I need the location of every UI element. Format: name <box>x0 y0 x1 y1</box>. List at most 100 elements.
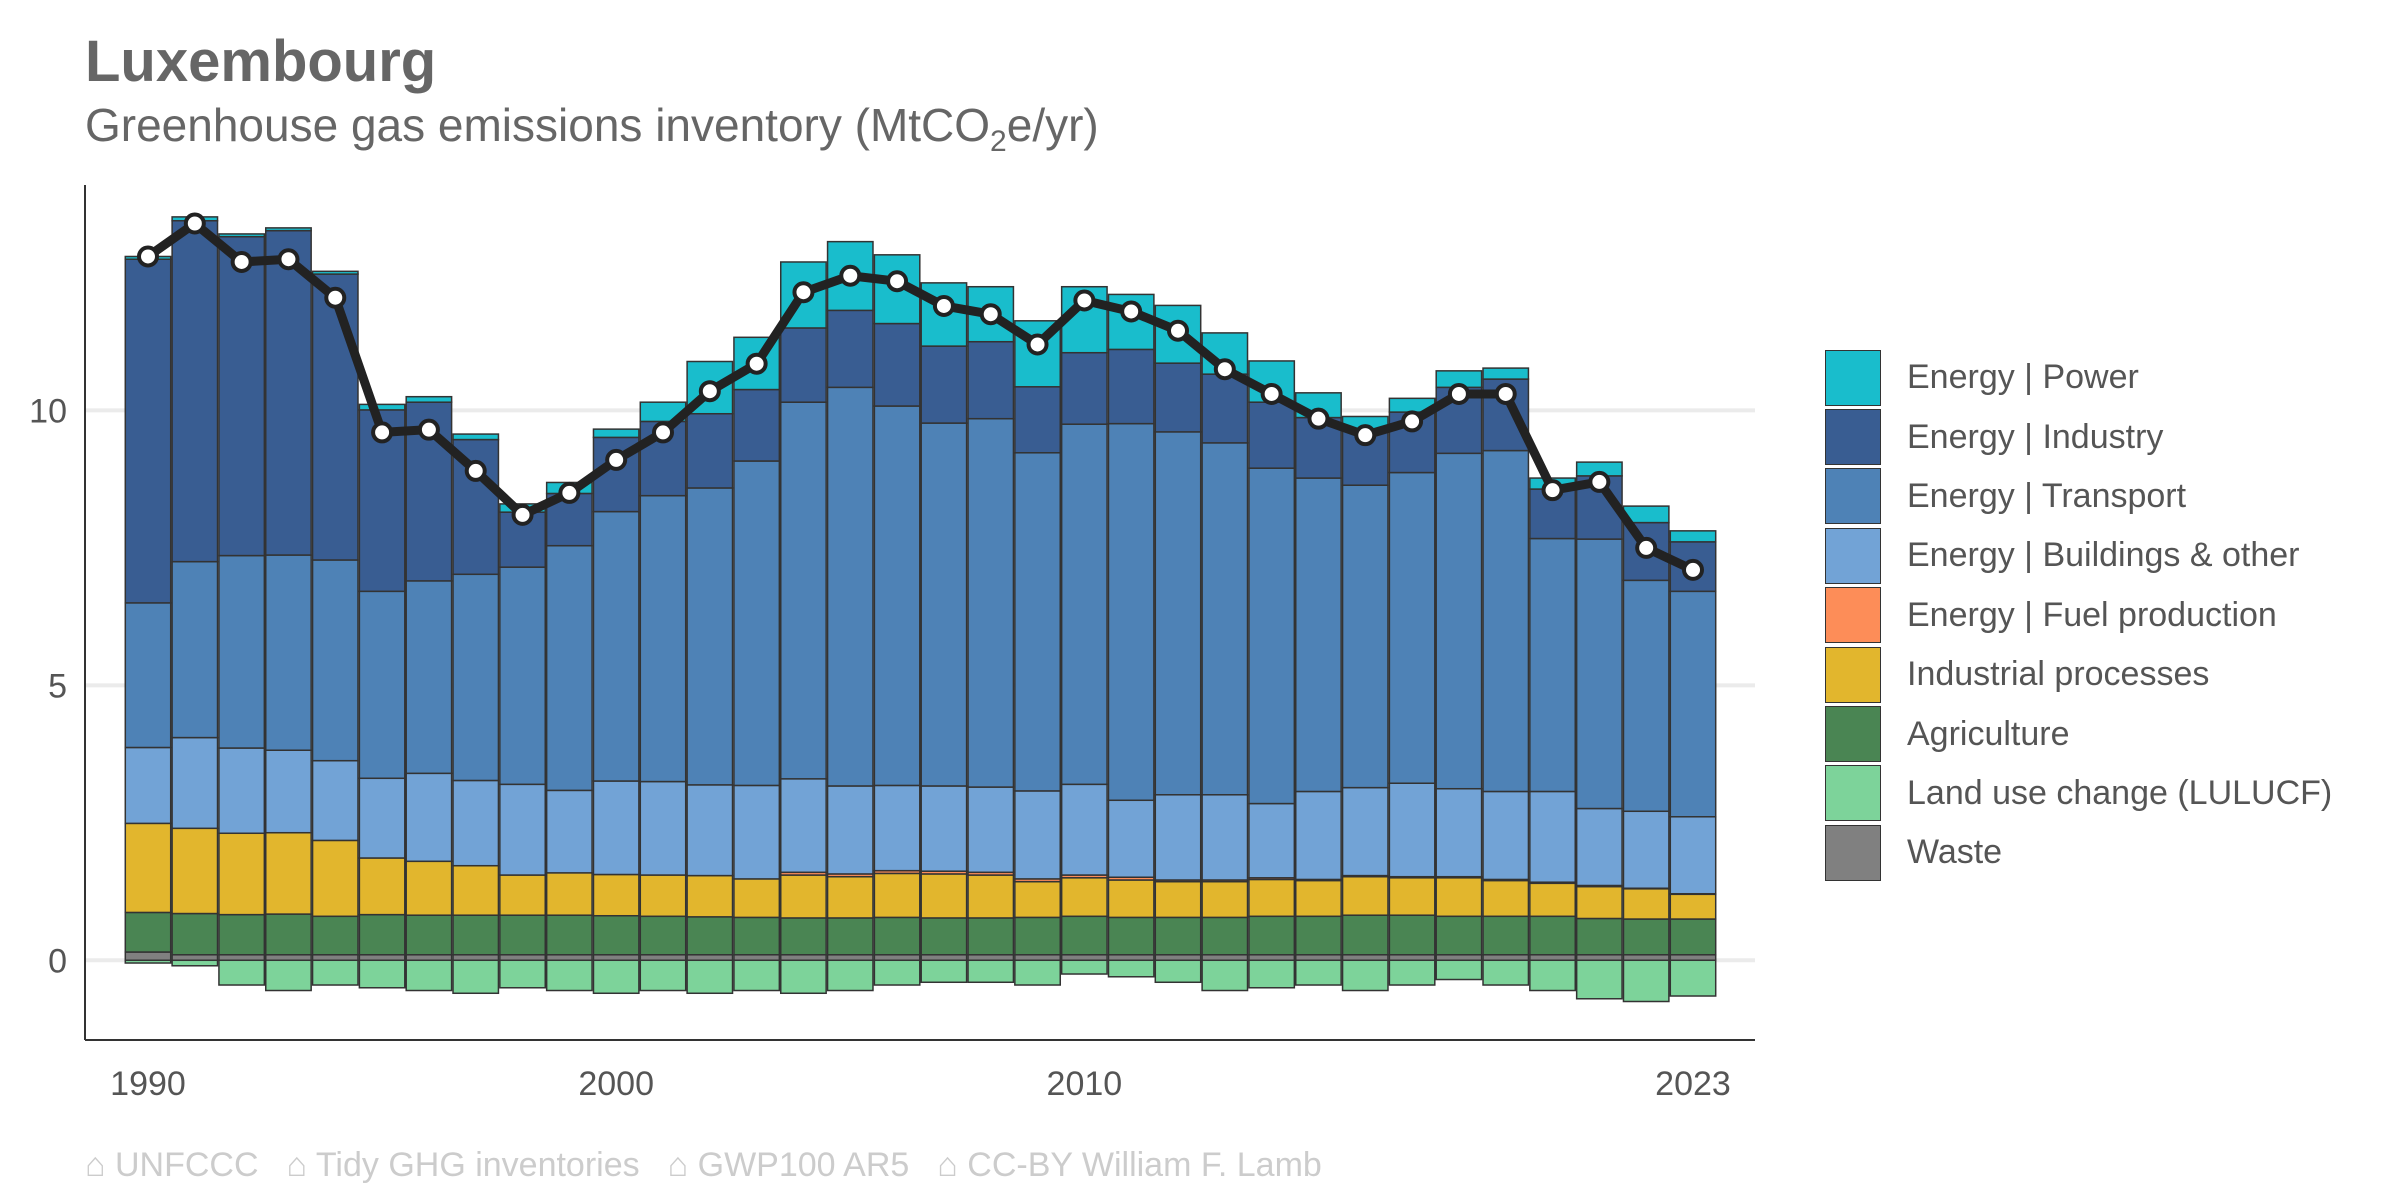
bar-segment-industrial-processes <box>1294 879 1342 918</box>
bar-segment-land-use-change-lulucf- <box>592 959 640 995</box>
bar-segment-industrial-processes <box>1060 877 1108 918</box>
bar-segment-waste <box>639 954 687 962</box>
x-tick-label: 2023 <box>1655 1065 1731 1103</box>
bar-segment-agriculture <box>1529 915 1577 956</box>
bar-segment-industrial-processes <box>1435 877 1483 918</box>
total-point <box>464 459 487 482</box>
bar-segment-energy-buildings-other <box>452 779 500 867</box>
bar-segment-energy-transport <box>733 460 781 787</box>
legend-label: Land use change (LULUCF) <box>1907 773 2333 812</box>
bar-segment-agriculture <box>499 914 547 956</box>
bar-segment-industrial-processes <box>1669 893 1717 920</box>
bar-segment-energy-transport <box>779 401 827 780</box>
bar-segment-energy-power <box>405 395 453 403</box>
total-point <box>1682 558 1704 581</box>
bar-segment-energy-buildings-other <box>686 784 734 877</box>
bar-segment-agriculture <box>1435 915 1483 956</box>
bar-segment-agriculture <box>1669 918 1717 956</box>
legend-swatch <box>1825 646 1881 703</box>
bar-segment-energy-transport <box>1435 452 1483 790</box>
bar-segment-energy-buildings-other <box>967 786 1015 874</box>
bar-segment-energy-transport <box>1294 477 1342 793</box>
legend-label: Energy | Fuel production <box>1907 595 2277 634</box>
total-point <box>792 281 815 304</box>
bar-segment-energy-buildings-other <box>1341 786 1389 877</box>
legend-swatch <box>1825 409 1881 466</box>
bar-segment-agriculture <box>1014 916 1062 956</box>
bar-segment-energy-buildings-other <box>1669 816 1717 895</box>
bar-segment-energy-transport <box>686 487 734 786</box>
legend-swatch <box>1825 824 1881 881</box>
bar-segment-agriculture <box>452 914 500 956</box>
total-point <box>1541 479 1564 502</box>
bar-segment-land-use-change-lulucf- <box>639 959 687 992</box>
bar-segment-waste <box>1529 954 1577 962</box>
source-credit: ⌂ UNFCCC <box>85 1146 259 1184</box>
total-point <box>277 248 300 271</box>
bar-segment-energy-transport <box>873 405 921 787</box>
bar-segment-waste <box>1248 954 1296 962</box>
bar-segment-energy-buildings-other <box>358 777 406 859</box>
bar-segment-agriculture <box>1154 916 1202 956</box>
total-point <box>1635 536 1658 559</box>
bar-segment-agriculture <box>311 915 359 956</box>
bar-segment-energy-industry <box>1154 362 1202 433</box>
total-point <box>1213 358 1236 381</box>
bar-segment-land-use-change-lulucf- <box>1248 959 1296 989</box>
bar-segment-land-use-change-lulucf- <box>124 959 172 964</box>
bar-segment-energy-power <box>311 270 359 275</box>
bar-segment-energy-buildings-other <box>1154 794 1202 881</box>
bar-segment-agriculture <box>1201 916 1249 956</box>
bar-segment-energy-transport <box>1529 537 1577 793</box>
bar-segment-industrial-processes <box>826 875 874 919</box>
bar-segment-energy-buildings-other <box>1622 810 1670 889</box>
bar-segment-agriculture <box>171 912 219 956</box>
bar-segment-energy-buildings-other <box>545 789 593 874</box>
bar-segment-waste <box>1435 954 1483 962</box>
bar-segment-energy-industry <box>1060 351 1108 425</box>
bar-segment-land-use-change-lulucf- <box>1060 959 1108 975</box>
bar-segment-land-use-change-lulucf- <box>1622 959 1670 1003</box>
bar-segment-agriculture <box>1107 916 1155 956</box>
bar-segment-energy-buildings-other <box>499 783 547 876</box>
legend-swatch <box>1825 349 1881 406</box>
total-emissions-line <box>145 218 1695 574</box>
bar-segment-industrial-processes <box>639 874 687 918</box>
bar-segment-agriculture <box>1060 915 1108 956</box>
subtitle-end: e/yr) <box>1006 99 1099 151</box>
bar-segment-land-use-change-lulucf- <box>1294 959 1342 986</box>
legend-item: Energy | Industry <box>1825 407 2332 466</box>
bar-segment-land-use-change-lulucf- <box>873 959 921 986</box>
total-point <box>979 303 1002 326</box>
bar-segment-agriculture <box>639 915 687 956</box>
bar-segment-land-use-change-lulucf- <box>264 959 312 992</box>
total-point <box>1354 424 1377 447</box>
bar-segment-industrial-processes <box>1388 877 1436 916</box>
bar-segment-agriculture <box>1341 914 1389 956</box>
bar-segment-industrial-processes <box>1014 880 1062 919</box>
bar-segment-land-use-change-lulucf- <box>1107 959 1155 978</box>
bar-segment-waste <box>1482 954 1530 962</box>
bar-segment-agriculture <box>218 913 266 956</box>
bar-segment-energy-transport <box>967 417 1015 788</box>
bar-segment-waste <box>779 954 827 962</box>
bar-segment-energy-transport <box>171 560 219 739</box>
bar-segment-energy-transport <box>405 580 453 775</box>
total-point <box>698 380 721 403</box>
bar-segment-waste <box>264 954 312 962</box>
bar-segment-energy-buildings-other <box>733 784 781 880</box>
bar-segment-energy-transport <box>1201 442 1249 796</box>
bar-segment-waste <box>733 954 781 962</box>
bar-segment-land-use-change-lulucf- <box>967 959 1015 984</box>
bar-segment-energy-power <box>1669 530 1717 543</box>
bar-segment-energy-transport <box>499 566 547 786</box>
bar-segment-waste <box>1060 954 1108 962</box>
total-point <box>1494 382 1517 405</box>
bar-segment-energy-power <box>218 233 266 238</box>
bar-segment-industrial-processes <box>1529 882 1577 918</box>
bar-segment-energy-transport <box>1014 452 1062 792</box>
bar-segment-energy-transport <box>264 554 312 751</box>
bar-segment-land-use-change-lulucf- <box>171 959 219 967</box>
bar-segment-energy-transport <box>545 544 593 792</box>
bar-segment-agriculture <box>1482 915 1530 956</box>
